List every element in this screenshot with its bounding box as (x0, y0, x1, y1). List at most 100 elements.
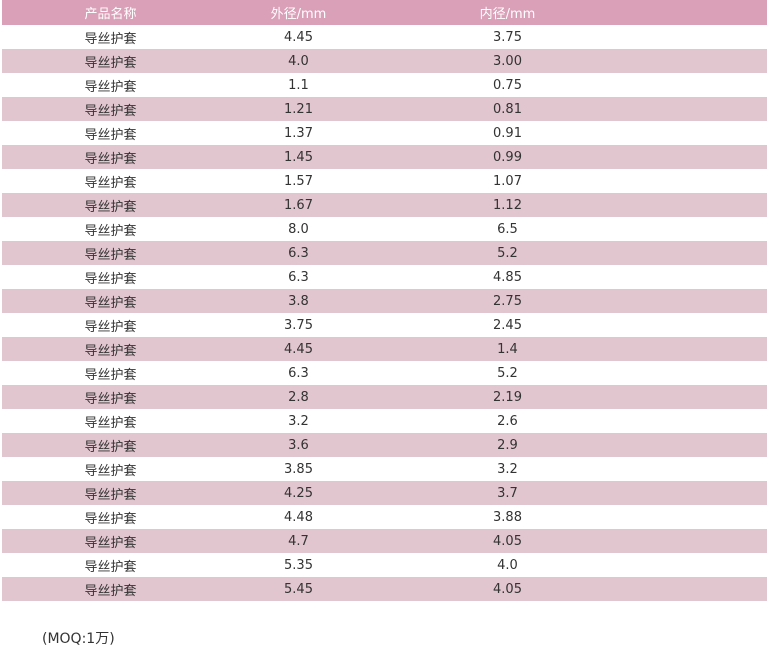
cell-blank (637, 25, 767, 49)
cell-inner-diameter: 5.2 (378, 361, 637, 385)
cell-blank (637, 361, 767, 385)
cell-inner-diameter: 1.4 (378, 337, 637, 361)
cell-outer-diameter: 3.85 (219, 457, 378, 481)
cell-inner-diameter: 2.75 (378, 289, 637, 313)
cell-inner-diameter: 3.2 (378, 457, 637, 481)
cell-product-name: 导丝护套 (2, 553, 219, 577)
cell-blank (637, 313, 767, 337)
cell-outer-diameter: 4.0 (219, 49, 378, 73)
cell-outer-diameter: 4.45 (219, 337, 378, 361)
cell-blank (637, 145, 767, 169)
cell-blank (637, 529, 767, 553)
table-row: 导丝护套 1.45 0.99 (2, 145, 767, 169)
cell-product-name: 导丝护套 (2, 289, 219, 313)
cell-inner-diameter: 2.9 (378, 433, 637, 457)
cell-blank (637, 241, 767, 265)
cell-blank (637, 49, 767, 73)
table-row: 导丝护套 1.67 1.12 (2, 193, 767, 217)
cell-product-name: 导丝护套 (2, 505, 219, 529)
cell-product-name: 导丝护套 (2, 121, 219, 145)
table-header-row: 产品名称 外径/mm 内径/mm (2, 0, 767, 25)
table-row: 导丝护套 8.0 6.5 (2, 217, 767, 241)
cell-blank (637, 409, 767, 433)
cell-product-name: 导丝护套 (2, 169, 219, 193)
cell-inner-diameter: 0.99 (378, 145, 637, 169)
table-row: 导丝护套 4.48 3.88 (2, 505, 767, 529)
cell-inner-diameter: 0.75 (378, 73, 637, 97)
cell-outer-diameter: 4.45 (219, 25, 378, 49)
cell-blank (637, 289, 767, 313)
cell-outer-diameter: 4.48 (219, 505, 378, 529)
table-row: 导丝护套 6.3 5.2 (2, 241, 767, 265)
cell-inner-diameter: 3.88 (378, 505, 637, 529)
cell-inner-diameter: 4.05 (378, 529, 637, 553)
cell-blank (637, 217, 767, 241)
cell-outer-diameter: 6.3 (219, 241, 378, 265)
cell-inner-diameter: 4.0 (378, 553, 637, 577)
cell-product-name: 导丝护套 (2, 481, 219, 505)
cell-inner-diameter: 2.6 (378, 409, 637, 433)
table-row: 导丝护套 5.35 4.0 (2, 553, 767, 577)
table-row: 导丝护套 4.25 3.7 (2, 481, 767, 505)
cell-outer-diameter: 3.75 (219, 313, 378, 337)
table-row: 导丝护套 4.7 4.05 (2, 529, 767, 553)
table-row: 导丝护套 5.45 4.05 (2, 577, 767, 601)
cell-blank (637, 553, 767, 577)
cell-inner-diameter: 1.12 (378, 193, 637, 217)
cell-outer-diameter: 1.37 (219, 121, 378, 145)
table-row: 导丝护套 6.3 4.85 (2, 265, 767, 289)
cell-product-name: 导丝护套 (2, 193, 219, 217)
table-row: 导丝护套 3.85 3.2 (2, 457, 767, 481)
cell-outer-diameter: 1.1 (219, 73, 378, 97)
header-blank (637, 0, 767, 25)
cell-inner-diameter: 4.85 (378, 265, 637, 289)
cell-product-name: 导丝护套 (2, 97, 219, 121)
table-row: 导丝护套 4.45 3.75 (2, 25, 767, 49)
table-body: 导丝护套 4.45 3.75 导丝护套 4.0 3.00 导丝护套 1.1 0.75 导丝护套 1.… (2, 25, 767, 601)
cell-outer-diameter: 2.8 (219, 385, 378, 409)
cell-blank (637, 121, 767, 145)
table-row: 导丝护套 1.57 1.07 (2, 169, 767, 193)
cell-outer-diameter: 1.21 (219, 97, 378, 121)
cell-inner-diameter: 0.81 (378, 97, 637, 121)
cell-outer-diameter: 4.7 (219, 529, 378, 553)
header-product-name: 产品名称 (2, 0, 219, 25)
cell-blank (637, 505, 767, 529)
cell-inner-diameter: 3.7 (378, 481, 637, 505)
cell-inner-diameter: 3.00 (378, 49, 637, 73)
cell-product-name: 导丝护套 (2, 529, 219, 553)
cell-product-name: 导丝护套 (2, 73, 219, 97)
cell-blank (637, 577, 767, 601)
cell-product-name: 导丝护套 (2, 49, 219, 73)
cell-outer-diameter: 3.8 (219, 289, 378, 313)
spec-table: 产品名称 外径/mm 内径/mm 导丝护套 4.45 3.75 导丝护套 4.0 3.00… (2, 0, 767, 601)
table-row: 导丝护套 1.21 0.81 (2, 97, 767, 121)
cell-inner-diameter: 2.45 (378, 313, 637, 337)
cell-product-name: 导丝护套 (2, 241, 219, 265)
table-row: 导丝护套 3.6 2.9 (2, 433, 767, 457)
cell-blank (637, 457, 767, 481)
table-row: 导丝护套 3.8 2.75 (2, 289, 767, 313)
cell-outer-diameter: 8.0 (219, 217, 378, 241)
cell-product-name: 导丝护套 (2, 457, 219, 481)
cell-product-name: 导丝护套 (2, 313, 219, 337)
cell-inner-diameter: 5.2 (378, 241, 637, 265)
cell-inner-diameter: 1.07 (378, 169, 637, 193)
table-row: 导丝护套 1.37 0.91 (2, 121, 767, 145)
cell-product-name: 导丝护套 (2, 385, 219, 409)
table-row: 导丝护套 4.0 3.00 (2, 49, 767, 73)
table-row: 导丝护套 6.3 5.2 (2, 361, 767, 385)
moq-note: (MOQ:1万) (42, 631, 115, 647)
cell-outer-diameter: 6.3 (219, 265, 378, 289)
header-outer-diameter: 外径/mm (219, 0, 378, 25)
cell-product-name: 导丝护套 (2, 25, 219, 49)
cell-outer-diameter: 1.45 (219, 145, 378, 169)
cell-product-name: 导丝护套 (2, 433, 219, 457)
cell-blank (637, 193, 767, 217)
cell-inner-diameter: 0.91 (378, 121, 637, 145)
table-row: 导丝护套 3.75 2.45 (2, 313, 767, 337)
cell-product-name: 导丝护套 (2, 217, 219, 241)
cell-outer-diameter: 6.3 (219, 361, 378, 385)
cell-inner-diameter: 2.19 (378, 385, 637, 409)
cell-outer-diameter: 1.57 (219, 169, 378, 193)
